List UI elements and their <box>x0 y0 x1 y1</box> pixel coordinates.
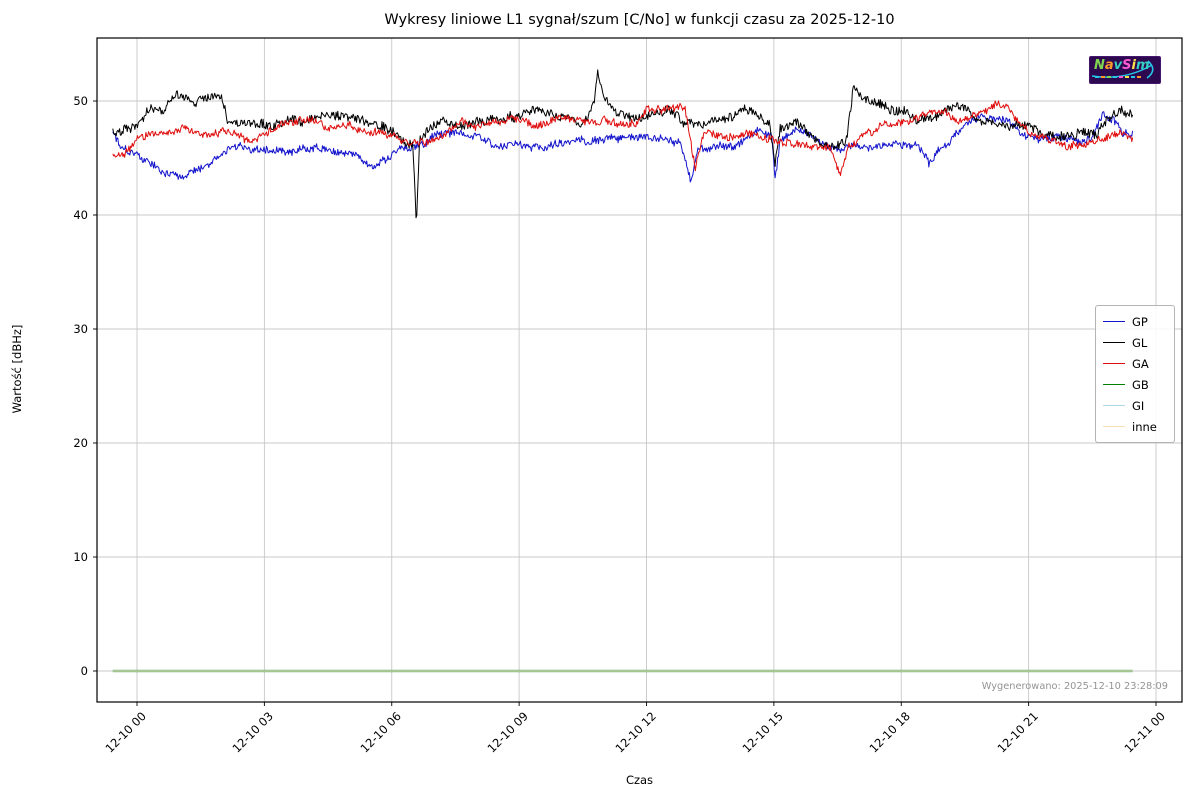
legend-label: inne <box>1132 419 1157 434</box>
series-GP <box>112 111 1134 183</box>
legend-label: GA <box>1132 356 1149 371</box>
chart-title: Wykresy liniowe L1 sygnał/szum [C/No] w … <box>384 12 895 28</box>
legend-item-GA: GA <box>1103 353 1167 374</box>
legend-line-sample <box>1103 342 1125 343</box>
legend-item-GP: GP <box>1103 311 1167 332</box>
legend: GP GL GA GB GI inne <box>1095 305 1175 443</box>
legend-label: GI <box>1132 398 1145 413</box>
y-tick-label: 20 <box>73 435 88 450</box>
legend-line-sample <box>1103 405 1125 406</box>
y-tick-label: 40 <box>73 207 88 222</box>
y-axis-label: Wartość [dBHz] <box>10 324 24 414</box>
legend-item-GB: GB <box>1103 374 1167 395</box>
logo-text: NavSim <box>1094 58 1150 73</box>
legend-label: GP <box>1132 314 1148 329</box>
plot-border <box>96 37 1183 703</box>
legend-line-sample <box>1103 384 1125 385</box>
legend-label: GL <box>1132 335 1148 350</box>
series-layer <box>112 69 1134 673</box>
legend-item-inne: inne <box>1103 416 1167 437</box>
legend-item-GI: GI <box>1103 395 1167 416</box>
y-tick-label: 30 <box>73 321 88 336</box>
x-axis-label: Czas <box>625 773 654 787</box>
legend-line-sample <box>1103 363 1125 364</box>
y-tick-label: 0 <box>80 663 88 678</box>
generated-timestamp: Wygenerowano: 2025-12-10 23:28:09 <box>981 681 1168 692</box>
y-tick-label: 50 <box>73 93 88 108</box>
legend-label: GB <box>1132 377 1149 392</box>
tickmark-layer <box>93 100 1157 706</box>
legend-line-sample <box>1103 426 1125 427</box>
logo-subtext <box>1095 76 1141 78</box>
navsim-logo: NavSim <box>1089 56 1161 84</box>
grid-layer <box>97 38 1182 702</box>
y-tick-label: 10 <box>73 549 88 564</box>
legend-item-GL: GL <box>1103 332 1167 353</box>
series-GL <box>112 69 1134 219</box>
legend-line-sample <box>1103 321 1125 322</box>
series-GA <box>112 100 1134 177</box>
